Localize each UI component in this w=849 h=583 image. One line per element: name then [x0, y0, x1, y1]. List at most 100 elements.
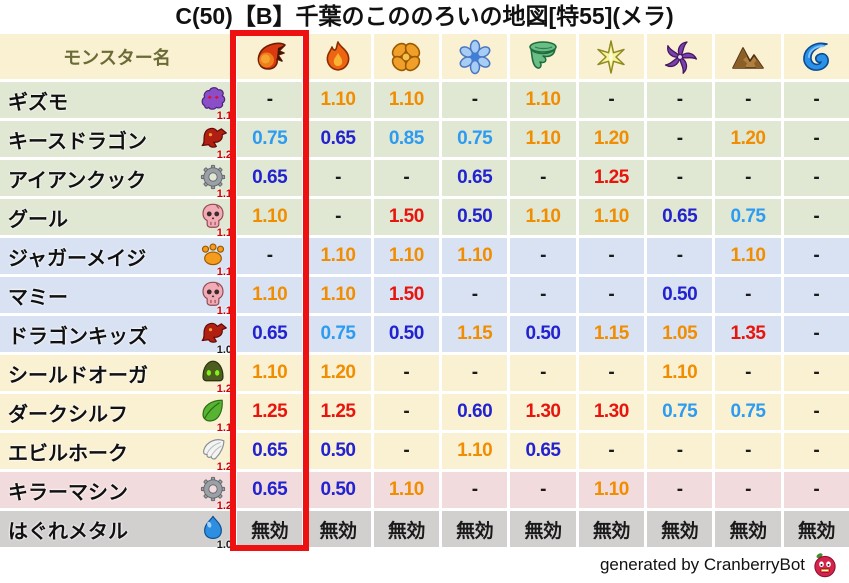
resistance-cell: - — [442, 277, 508, 313]
cranberry-mascot-icon — [811, 551, 839, 579]
credit-line: generated by CranberryBot — [0, 547, 849, 579]
resistance-cell: 0.65 — [305, 121, 371, 157]
monster-name: シールドオーガ — [8, 364, 148, 387]
monster-name: キースドラゴン — [8, 130, 147, 153]
resistance-cell: - — [783, 277, 849, 313]
monster-name: ギズモ — [8, 91, 68, 114]
resistance-grid: モンスター名 ギズモ 1.1-1.10 1.10-1.10- - - - キースドラゴン 1.2… — [0, 34, 849, 551]
monster-name: ダークシルフ — [8, 403, 128, 426]
resistance-cell: - — [783, 199, 849, 235]
resistance-cell: 0.50 — [510, 316, 576, 352]
resistance-cell: - — [373, 394, 439, 430]
resistance-cell: 1.30 — [510, 394, 576, 430]
resistance-cell: 1.25 — [237, 394, 303, 430]
monster-row-name-cell: マミー 1.1 — [0, 277, 234, 317]
monster-family-icon-wrap: 1.1 — [196, 84, 232, 122]
resistance-cell: - — [510, 472, 576, 508]
monster-row-name-cell: ダークシルフ 1.1 — [0, 394, 234, 434]
element-column-header — [510, 34, 576, 79]
level-badge: 1.1 — [216, 266, 232, 278]
monster-row-name-cell: ドラゴンキッズ 1.0 — [0, 316, 234, 356]
monster-row-name-cell: エビルホーク 1.2 — [0, 433, 234, 473]
resistance-cell: 0.65 — [237, 316, 303, 352]
element-column-header — [237, 34, 303, 79]
monster-name-header-label: モンスター名 — [63, 47, 171, 68]
resistance-cell: 1.05 — [647, 316, 713, 352]
resistance-cell: 0.65 — [442, 160, 508, 196]
resistance-cell: - — [442, 355, 508, 391]
resistance-cell: 1.15 — [578, 316, 644, 352]
resistance-cell: 0.50 — [647, 277, 713, 313]
level-badge: 1.1 — [216, 110, 232, 122]
resistance-cell: 無効 — [783, 511, 849, 547]
resistance-cell: 0.75 — [305, 316, 371, 352]
monster-family-icon-wrap: 1.1 — [196, 201, 232, 239]
monster-family-icon-wrap: 1.1 — [196, 279, 232, 317]
resistance-cell: 0.50 — [305, 472, 371, 508]
resistance-cell: - — [715, 277, 781, 313]
resistance-cell: 1.10 — [237, 355, 303, 391]
resistance-cell: - — [783, 472, 849, 508]
level-badge: 1.0 — [216, 539, 232, 551]
monster-name: エビルホーク — [8, 442, 128, 465]
page-title: C(50)【B】千葉のこののろいの地図[特55](メラ) — [175, 3, 674, 29]
resistance-cell: 無効 — [510, 511, 576, 547]
resistance-cell: - — [510, 277, 576, 313]
monster-family-icon-wrap: 1.1 — [196, 396, 232, 434]
hyado-ice-icon — [457, 39, 493, 75]
resistance-cell: 0.65 — [237, 472, 303, 508]
monster-family-icon-wrap: 1.1 — [196, 240, 232, 278]
resistance-cell: - — [578, 433, 644, 469]
resistance-cell: 0.75 — [237, 121, 303, 157]
resistance-cell: 1.20 — [578, 121, 644, 157]
resistance-cell: 1.15 — [442, 316, 508, 352]
resistance-cell: 0.75 — [715, 394, 781, 430]
monster-family-icon-wrap: 1.1 — [196, 162, 232, 200]
resistance-cell: 1.20 — [305, 355, 371, 391]
resistance-cell: 1.25 — [578, 160, 644, 196]
element-column-header — [783, 34, 849, 79]
monster-name: マミー — [8, 286, 68, 309]
monster-row-name-cell: キースドラゴン 1.2 — [0, 121, 234, 161]
resistance-cell: - — [715, 160, 781, 196]
monster-row-name-cell: はぐれメタル 1.0 — [0, 511, 234, 551]
resistance-cell: - — [578, 355, 644, 391]
resistance-cell: 1.10 — [305, 277, 371, 313]
resistance-cell: 1.10 — [510, 82, 576, 118]
mera-fireball-icon — [252, 39, 288, 75]
resistance-cell: 1.10 — [510, 121, 576, 157]
resistance-cell: 無効 — [305, 511, 371, 547]
resistance-cell: - — [578, 277, 644, 313]
resistance-cell: 1.10 — [237, 199, 303, 235]
level-badge: 1.2 — [216, 383, 232, 395]
resistance-cell: - — [305, 160, 371, 196]
level-badge: 1.1 — [216, 188, 232, 200]
resistance-cell: - — [715, 472, 781, 508]
resistance-cell: - — [783, 82, 849, 118]
resistance-cell: 0.75 — [715, 199, 781, 235]
resistance-cell: - — [647, 472, 713, 508]
resistance-cell: - — [510, 238, 576, 274]
resistance-cell: - — [578, 238, 644, 274]
resistance-cell: - — [647, 433, 713, 469]
resistance-cell: 無効 — [237, 511, 303, 547]
monster-row-name-cell: ギズモ 1.1 — [0, 82, 234, 122]
monster-family-icon-wrap: 1.0 — [196, 513, 232, 551]
resistance-cell: 1.50 — [373, 199, 439, 235]
resistance-cell: 1.50 — [373, 277, 439, 313]
monster-family-icon-wrap: 1.2 — [196, 357, 232, 395]
level-badge: 1.2 — [216, 500, 232, 512]
resistance-cell: - — [373, 355, 439, 391]
resistance-table: モンスター名 ギズモ 1.1-1.10 1.10-1.10- - - - キースドラゴン 1.2… — [0, 30, 849, 551]
gira-flame-icon — [320, 39, 356, 75]
resistance-cell: 無効 — [647, 511, 713, 547]
resistance-cell: 1.10 — [373, 472, 439, 508]
level-badge: 1.1 — [216, 305, 232, 317]
resistance-cell: - — [783, 121, 849, 157]
resistance-cell: 0.50 — [305, 433, 371, 469]
element-column-header — [305, 34, 371, 79]
resistance-cell: 1.10 — [305, 82, 371, 118]
level-badge: 1.2 — [216, 461, 232, 473]
resistance-cell: - — [647, 82, 713, 118]
resistance-cell: - — [578, 82, 644, 118]
